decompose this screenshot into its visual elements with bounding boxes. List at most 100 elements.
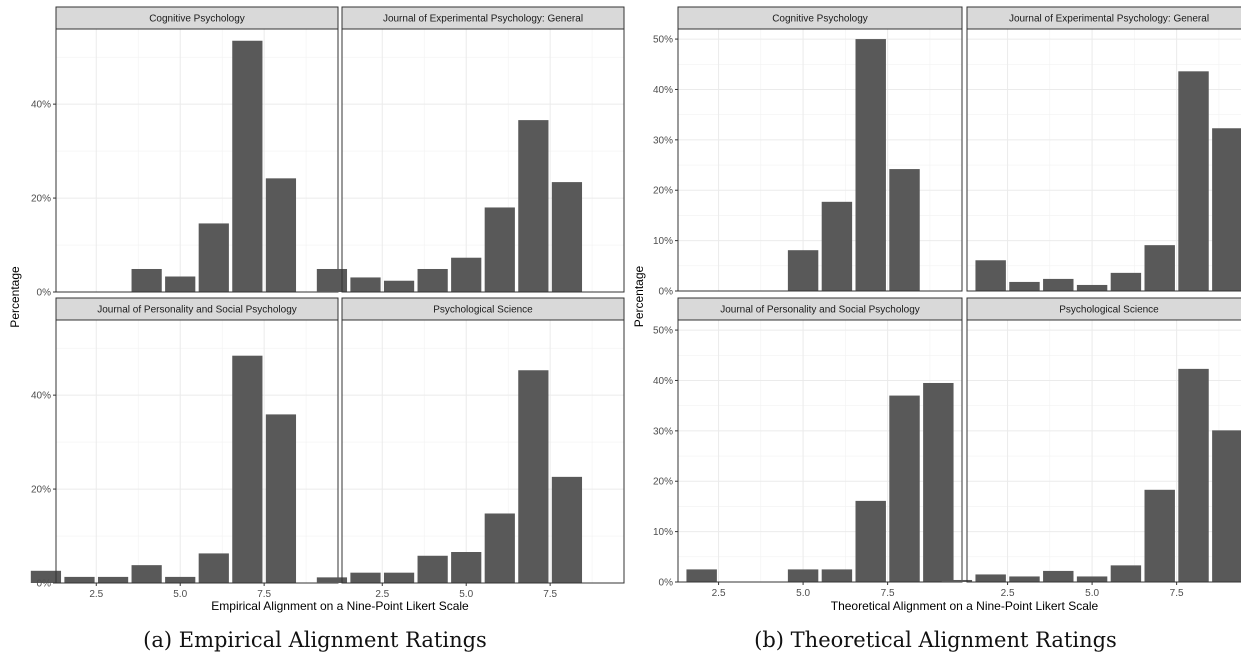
- panel-strip-label: Journal of Experimental Psychology: Gene…: [383, 14, 583, 25]
- panel-border: [341, 28, 625, 293]
- y-tick-label: 0%: [37, 288, 52, 299]
- bar: [484, 513, 515, 583]
- x-tick-label: 5.0: [459, 589, 473, 600]
- bar: [518, 120, 549, 292]
- panel-border: [55, 319, 339, 584]
- panel-strip-label: Journal of Personality and Social Psycho…: [97, 305, 297, 316]
- panel-border: [677, 319, 963, 583]
- x-axis-title: Empirical Alignment on a Nine-Point Like…: [211, 599, 469, 613]
- bar: [1110, 565, 1142, 582]
- x-tick-label: 2.5: [375, 589, 389, 600]
- y-tick-label: 20%: [653, 477, 673, 488]
- x-tick-label: 7.5: [881, 588, 895, 599]
- bar: [165, 576, 196, 583]
- bar: [383, 280, 415, 292]
- panel-strip-label: Psychological Science: [433, 305, 533, 316]
- x-tick-label: 2.5: [712, 588, 726, 599]
- bar: [417, 268, 448, 292]
- bar: [198, 553, 229, 583]
- y-tick-label: 10%: [653, 236, 673, 247]
- bar: [30, 570, 62, 583]
- bar: [1043, 570, 1074, 582]
- panel-border: [341, 319, 625, 584]
- y-tick-label: 30%: [653, 426, 673, 437]
- x-tick-label: 5.0: [796, 588, 810, 599]
- bar: [451, 257, 482, 292]
- bar: [1144, 245, 1175, 291]
- bar: [97, 576, 129, 583]
- chart-empirical: Cognitive Psychology 0% 20% 40% Journal of E…: [8, 6, 625, 613]
- panel-strip-label: Journal of Experimental Psychology: Gene…: [1009, 14, 1209, 25]
- bar: [1076, 576, 1108, 582]
- x-tick-label: 2.5: [89, 589, 103, 600]
- figure-empirical: Cognitive Psychology 0% 20% 40% Journal of E…: [8, 6, 625, 652]
- bar: [451, 552, 482, 583]
- bar: [1009, 576, 1040, 582]
- y-axis-title: Percentage: [632, 265, 646, 327]
- bar: [686, 569, 717, 582]
- bar: [787, 569, 819, 582]
- bar: [165, 276, 196, 292]
- x-tick-label: 2.5: [1001, 588, 1015, 599]
- panel-strip-label: Journal of Personality and Social Psycho…: [720, 305, 920, 316]
- panel-strip-label: Cognitive Psychology: [149, 14, 245, 25]
- bar: [975, 260, 1006, 291]
- y-tick-label: 40%: [653, 376, 673, 387]
- caption-empirical: (a) Empirical Alignment Ratings: [143, 628, 487, 652]
- panel-strip-label: Cognitive Psychology: [772, 14, 868, 25]
- bar: [316, 577, 348, 583]
- bar: [1076, 284, 1108, 291]
- bar: [1212, 430, 1241, 582]
- bar: [923, 382, 954, 582]
- bar: [889, 169, 920, 291]
- y-tick-label: 0%: [659, 578, 674, 589]
- y-tick-label: 40%: [31, 100, 51, 111]
- x-tick-label: 7.5: [1170, 588, 1184, 599]
- bar: [1178, 368, 1209, 582]
- panel-strip-label: Psychological Science: [1059, 305, 1159, 316]
- bar: [1144, 489, 1175, 582]
- bar: [1110, 272, 1142, 291]
- chart-theoretical: Cognitive Psychology 0% 10% 20% 30% 40% 50% Jou…: [632, 6, 1241, 613]
- bar: [889, 395, 920, 582]
- bar: [518, 370, 549, 583]
- bar: [1009, 281, 1040, 291]
- bar: [232, 40, 263, 292]
- bar: [855, 500, 886, 582]
- bar: [1212, 128, 1241, 291]
- bar: [551, 476, 583, 583]
- bar: [821, 201, 853, 291]
- bar: [198, 223, 229, 292]
- panel-border: [966, 28, 1241, 292]
- bar: [64, 576, 95, 583]
- x-tick-label: 5.0: [1085, 588, 1099, 599]
- bar: [551, 182, 583, 292]
- bar: [417, 555, 448, 583]
- y-tick-label: 0%: [37, 579, 52, 590]
- bar: [131, 565, 162, 583]
- y-tick-label: 40%: [653, 85, 673, 96]
- bar: [821, 569, 853, 582]
- bar: [350, 572, 381, 583]
- y-tick-label: 20%: [653, 186, 673, 197]
- panel-border: [966, 319, 1241, 583]
- x-axis-title: Theoretical Alignment on a Nine-Point Li…: [831, 599, 1099, 613]
- bar: [265, 414, 297, 583]
- bar: [975, 574, 1006, 582]
- y-tick-label: 10%: [653, 527, 673, 538]
- bar: [131, 268, 162, 292]
- y-axis-title: Percentage: [8, 266, 22, 328]
- y-tick-label: 40%: [31, 391, 51, 402]
- bar: [787, 250, 819, 291]
- y-tick-label: 50%: [653, 35, 673, 46]
- bar: [265, 178, 297, 292]
- bar: [855, 39, 886, 292]
- bar: [316, 268, 348, 292]
- bar: [383, 572, 415, 583]
- caption-theoretical: (b) Theoretical Alignment Ratings: [754, 628, 1117, 652]
- figure-theoretical: Cognitive Psychology 0% 10% 20% 30% 40% 50% Jou…: [630, 0, 1241, 670]
- bar: [941, 579, 973, 582]
- y-tick-label: 50%: [653, 326, 673, 337]
- x-tick-label: 5.0: [173, 589, 187, 600]
- bar: [1178, 71, 1209, 291]
